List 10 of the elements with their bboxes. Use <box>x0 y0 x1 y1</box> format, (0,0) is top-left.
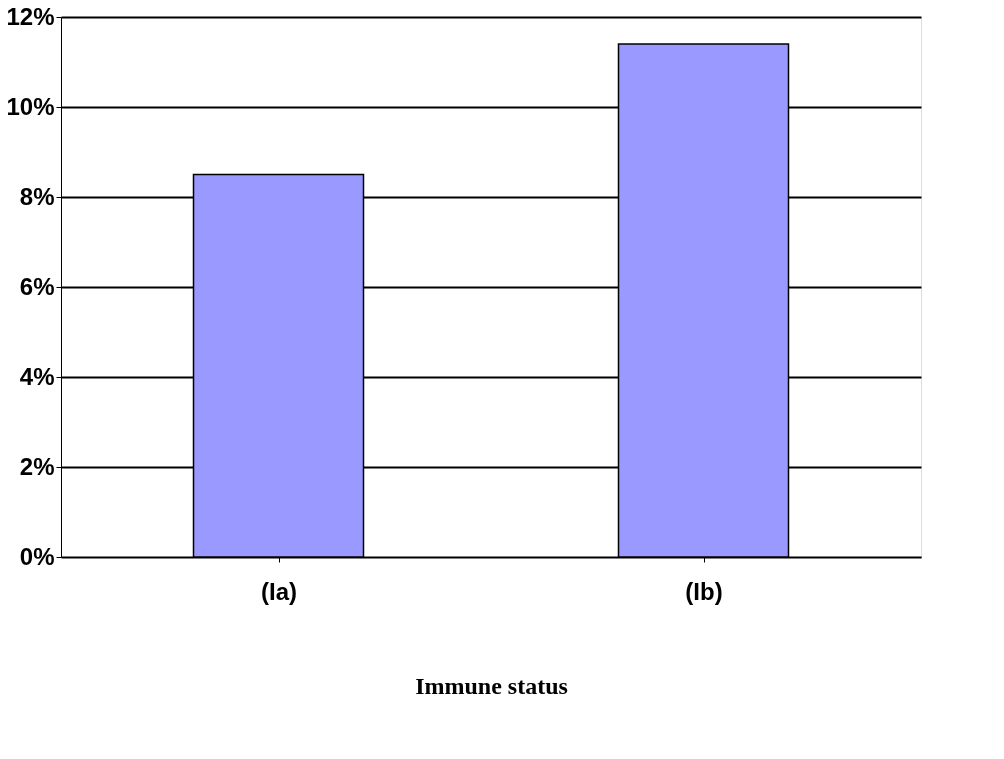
y-tick-label: 0% <box>19 542 55 570</box>
x-axis-title: Immune status <box>415 672 568 699</box>
x-tick-label: (Ib) <box>685 577 723 605</box>
y-tick-label: 10% <box>6 92 55 120</box>
x-tick-label: (Ia) <box>261 577 297 605</box>
y-tick-label: 6% <box>19 272 55 300</box>
y-tick-label: 12% <box>6 2 55 30</box>
y-tick-label: 8% <box>19 182 55 210</box>
y-tick-label: 4% <box>19 362 55 390</box>
y-tick-label: 2% <box>19 452 55 480</box>
